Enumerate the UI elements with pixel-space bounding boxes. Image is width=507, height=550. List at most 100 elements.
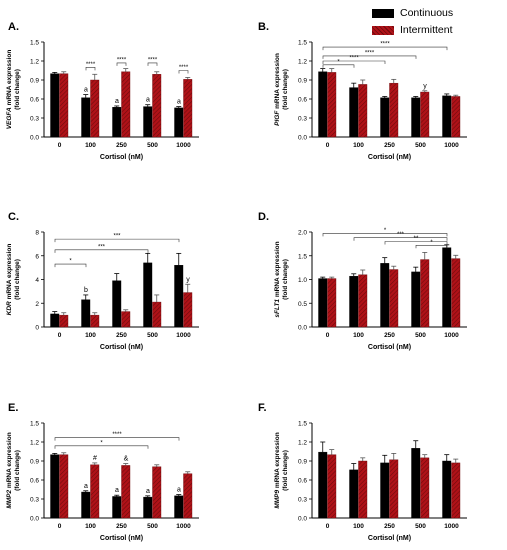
x-tick-label: 100 <box>353 142 364 149</box>
bar-intermittent-0 <box>327 278 337 328</box>
legend-item-intermittent: Intermittent <box>372 23 453 37</box>
bar-continuous-500 <box>143 262 153 328</box>
y-tick-label: 0.0 <box>30 516 39 523</box>
bar-continuous-1000 <box>442 95 452 138</box>
x-tick-label: 250 <box>384 332 395 339</box>
bar-intermittent-100 <box>358 274 368 328</box>
bar-intermittent-100 <box>90 314 100 328</box>
y-tick-label: 0.0 <box>298 135 307 142</box>
bar-continuous-250 <box>112 280 122 328</box>
significance-bracket <box>147 62 158 66</box>
y-tick-label: 0.9 <box>30 459 39 466</box>
x-tick-label: 100 <box>85 142 96 149</box>
bar-intermittent-0 <box>327 454 337 519</box>
y-tick-label: 0.3 <box>298 497 307 504</box>
legend-swatch-intermittent <box>372 25 394 35</box>
y-axis-title-gene: sFLT1 <box>274 299 281 318</box>
y-axis-unit: (fold change) <box>14 69 21 110</box>
significance-bracket <box>54 437 180 441</box>
bar-continuous-1000 <box>174 495 184 519</box>
x-tick-label: 500 <box>147 142 158 149</box>
bar-continuous-250 <box>380 462 390 519</box>
chart-panel-1: A. 0.0 0.3 0.6 0.9 1.2 1.5 0 100 250 500 1000 Cortis… <box>6 21 199 161</box>
bar-continuous-500 <box>411 271 421 328</box>
significance-label: ** <box>414 236 419 242</box>
bar-continuous-100 <box>81 299 91 328</box>
bar-continuous-100 <box>81 97 91 138</box>
y-axis-title-rest: mRNA expression <box>6 244 13 302</box>
x-tick-label: 250 <box>116 332 127 339</box>
y-tick-label: 0.6 <box>30 478 39 485</box>
y-axis-unit: (fold change) <box>14 450 21 491</box>
bar-intermittent-1000 <box>183 473 193 519</box>
bar-intermittent-250 <box>121 71 131 138</box>
bar-continuous-500 <box>143 106 153 138</box>
y-axis-unit: (fold change) <box>282 259 289 300</box>
y-tick-label: 0.0 <box>298 516 307 523</box>
significance-label: *** <box>397 232 405 238</box>
bar-continuous-100 <box>349 469 359 519</box>
bar-continuous-100 <box>349 87 359 138</box>
bar-annotation: a <box>146 97 150 104</box>
chart-panel-5: E. 0.0 0.3 0.6 0.9 1.2 1.5 0 100 250 500 1000 Cortis… <box>6 402 199 542</box>
x-tick-label: 250 <box>116 142 127 149</box>
panel-label: E. <box>8 402 18 414</box>
y-tick-label: 1.5 <box>30 40 39 47</box>
bar-continuous-1000 <box>442 247 452 328</box>
bar-continuous-0 <box>318 278 328 328</box>
bar-continuous-1000 <box>442 460 452 519</box>
panel-label: D. <box>258 211 269 223</box>
y-axis-title: MMP9 mRNA expression <box>274 432 281 508</box>
x-tick-label: 0 <box>326 523 330 530</box>
bar-annotation: a <box>177 487 181 494</box>
panel-label: C. <box>8 211 19 223</box>
x-tick-label: 500 <box>147 523 158 530</box>
bar-intermittent-1000 <box>183 292 193 328</box>
y-tick-label: 0.3 <box>298 116 307 123</box>
x-tick-label: 250 <box>384 142 395 149</box>
bar-intermittent-1000 <box>451 258 461 328</box>
x-tick-label: 100 <box>353 332 364 339</box>
chart-legend: Continuous Intermittent <box>372 6 453 40</box>
x-tick-label: 1000 <box>444 523 459 530</box>
bar-intermittent-250 <box>121 465 131 519</box>
bar-continuous-0 <box>50 73 60 138</box>
x-tick-label: 0 <box>58 332 62 339</box>
significance-label: **** <box>179 65 189 71</box>
y-tick-label: 0.0 <box>298 325 307 332</box>
significance-bracket <box>384 241 448 245</box>
bar-continuous-500 <box>411 97 421 138</box>
bar-continuous-500 <box>411 448 421 519</box>
significance-bracket <box>85 67 96 71</box>
x-axis-title: Cortisol (nM) <box>100 154 143 161</box>
y-tick-label: 0.6 <box>298 478 307 485</box>
y-axis-title-gene: VEGFA <box>6 107 13 129</box>
x-tick-label: 0 <box>58 523 62 530</box>
y-tick-label: 1.5 <box>298 421 307 428</box>
significance-label: * <box>430 240 433 246</box>
y-tick-label: 1.2 <box>30 440 39 447</box>
bar-intermittent-500 <box>420 259 430 328</box>
bar-continuous-100 <box>349 275 359 328</box>
bar-annotation: a <box>84 87 88 94</box>
x-tick-label: 500 <box>415 142 426 149</box>
bar-intermittent-250 <box>121 311 131 328</box>
bar-annotation: a <box>115 98 119 105</box>
x-axis-title: Cortisol (nM) <box>368 535 411 542</box>
significance-bracket <box>322 46 448 51</box>
significance-bracket <box>54 238 180 243</box>
chart-panel-2: B. 0.0 0.3 0.6 0.9 1.2 1.5 0 100 250 500 1000 Cortis… <box>258 21 467 161</box>
significance-bracket <box>415 245 448 249</box>
panel-label: A. <box>8 21 19 33</box>
y-tick-label: 0.9 <box>298 78 307 85</box>
x-tick-label: 0 <box>58 142 62 149</box>
x-axis-title: Cortisol (nM) <box>368 344 411 351</box>
x-axis-title: Cortisol (nM) <box>368 154 411 161</box>
bar-intermittent-1000 <box>451 96 461 138</box>
y-tick-label: 2.0 <box>298 230 307 237</box>
bar-continuous-1000 <box>174 107 184 138</box>
y-tick-label: 1.5 <box>298 40 307 47</box>
y-axis-title-gene: KDR <box>6 301 13 315</box>
y-axis-unit: (fold change) <box>282 69 289 110</box>
bar-intermittent-0 <box>59 454 69 519</box>
